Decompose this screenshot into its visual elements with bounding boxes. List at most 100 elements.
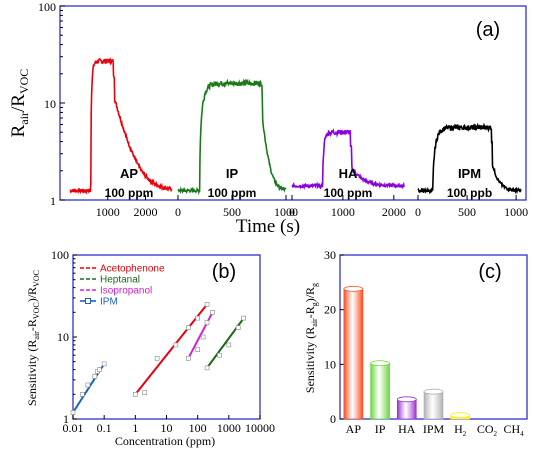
y-tick-label-b-2: 100 (51, 248, 69, 262)
series-line-IP (177, 78, 287, 196)
svg-text:Sensitivity (Rair-RVOC)/RVOC: Sensitivity (Rair-RVOC)/RVOC (25, 270, 41, 406)
ylabel-c-start: Sensitivity (R (303, 327, 317, 393)
x-tick-label-IP-0: 0 (175, 205, 181, 219)
point-IPM-3 (92, 374, 98, 379)
y-tick-label-c-2: 20 (324, 303, 336, 317)
series-line-IPM (417, 122, 522, 195)
segment-IPM: 0 500 1000 IPM 100 ppb (415, 122, 528, 219)
y-tick-label-a-0: 1 (50, 194, 56, 208)
point-Acetophenone-1 (142, 390, 148, 395)
panel-a: (a) Time (s) Rair/RVOC 1 10 100 1000 2000 AP… (8, 0, 528, 237)
point-Heptanal-0 (204, 365, 210, 371)
point-IPM-1 (80, 392, 85, 397)
ylabel-a-sub1: air (17, 112, 31, 125)
x-tick-label-IP-1: 500 (223, 205, 241, 219)
point-IPM-5 (97, 367, 102, 372)
x-tick-label-HA-1: 1000 (331, 205, 355, 219)
point-IPM-6 (101, 361, 107, 367)
point-Isopropanol-1 (195, 347, 200, 353)
series-line-AP (69, 57, 173, 195)
ylabel-b-sub3: VOC (32, 270, 41, 287)
x-tick-label-c-0: AP (346, 422, 362, 436)
ylabel-b-end: )/R (25, 287, 39, 302)
x-tick-label-b-2: 1 (132, 421, 138, 435)
x-tick-sub-c-4: 2 (463, 430, 467, 438)
legend-marker-IPM (85, 298, 91, 304)
x-tick-label-c-2: HA (398, 422, 416, 436)
point-Heptanal-1 (217, 352, 222, 358)
label-AP: AP (120, 166, 138, 181)
bar-cap-H4 (450, 412, 471, 419)
series-line-HA (291, 127, 405, 191)
bar-HA2 (396, 399, 417, 420)
fit-line-Acetophenone (134, 303, 208, 395)
x-tick-label-IP-2: 1000 (274, 205, 298, 219)
panel-c-ylabel: Sensitivity (Rair-Rg)/Rg (303, 283, 319, 393)
x-tick-sub-c-5: 2 (494, 430, 498, 438)
y-tick-label-b-1: 10 (57, 330, 69, 344)
label-conc-IPM: 100 ppb (447, 186, 492, 200)
ylabel-b-sub2: VOC (32, 302, 41, 319)
segment-AP: 1000 2000 AP 100 ppm (69, 57, 173, 219)
x-tick-label-IPM-1: 500 (458, 205, 476, 219)
x-tick-sub-c-6: 4 (520, 430, 524, 438)
point-Acetophenone-4 (185, 325, 191, 330)
point-Acetophenone-6 (204, 302, 210, 307)
point-Isopropanol-2 (200, 334, 206, 340)
y-tick-label-c-3: 30 (324, 248, 336, 262)
legend-label-Acetophenone: Acetophenone (100, 264, 165, 275)
bar-IP1 (370, 362, 390, 420)
x-tick-label-b-3: 10 (161, 421, 173, 435)
x-tick-label-c-5: CO2 (477, 422, 498, 438)
label-HA: HA (339, 166, 358, 181)
point-Acetophenone-0 (133, 392, 138, 397)
y-tick-label-b-0: 1 (63, 412, 69, 426)
bar-IPM3 (423, 391, 444, 420)
point-Acetophenone-5 (195, 315, 200, 321)
legend-label-IPM: IPM (100, 297, 118, 308)
ylabel-b-start: Sensitivity (R (25, 340, 39, 406)
x-tick-label-b-5: 1000 (217, 421, 241, 435)
panel-a-ylabel: Rair/RVOC (8, 69, 31, 138)
point-Isopropanol-3 (204, 320, 210, 325)
panel-b-label: (b) (212, 261, 236, 283)
y-tick-label-a-1: 10 (44, 97, 56, 111)
ylabel-c-end: )/R (303, 287, 317, 302)
label-conc-HA: 100 ppm (324, 186, 373, 200)
ylabel-a-sub2: VOC (17, 69, 31, 94)
svg-text:Sensitivity (Rair-Rg)/Rg: Sensitivity (Rair-Rg)/Rg (303, 283, 319, 393)
ylabel-b-sub1: air (32, 331, 41, 340)
y-tick-label-a-2: 100 (38, 0, 56, 14)
x-tick-label-AP-1: 2000 (134, 205, 158, 219)
panel-a-label: (a) (476, 19, 500, 41)
bar-cap-IPM3 (423, 388, 444, 395)
x-tick-label-IPM-2: 1000 (504, 205, 528, 219)
series-Acetophenone: Acetophenone (80, 264, 210, 397)
x-tick-label-b-0: 0.01 (63, 421, 84, 435)
point-Heptanal-3 (235, 325, 241, 330)
x-tick-label-c-4: H2 (454, 422, 467, 438)
ylabel-a-mid: /R (8, 94, 29, 112)
ylabel-b-mid: -R (25, 319, 39, 331)
legend-label-Isopropanol: Isopropanol (100, 286, 152, 297)
x-tick-label-IPM-0: 0 (415, 205, 421, 219)
x-tick-label-b-4: 100 (189, 421, 207, 435)
point-Heptanal-4 (241, 315, 247, 321)
x-tick-label-c-3: IPM (423, 422, 445, 436)
series-Isopropanol: Isopropanol (80, 286, 215, 361)
x-tick-label-HA-0: 0 (289, 205, 295, 219)
point-Acetophenone-2 (154, 355, 160, 361)
ylabel-c-sub2: g (310, 302, 319, 306)
bar-cap-AP0 (343, 285, 364, 292)
bar-cap-HA2 (396, 396, 417, 403)
panel-b-ylabel: Sensitivity (Rair-RVOC)/RVOC (25, 270, 41, 406)
bar-AP0 (343, 288, 364, 420)
series-Heptanal: Heptanal (80, 275, 247, 371)
segment-IP: 0 500 1000 IP 100 ppm (175, 78, 298, 219)
point-Isopropanol-0 (185, 355, 191, 361)
x-tick-label-c-1: IP (375, 422, 386, 436)
point-Heptanal-2 (226, 342, 232, 348)
svg-text:Rair/RVOC: Rair/RVOC (8, 69, 31, 138)
ylabel-c-sub3: g (310, 283, 319, 287)
